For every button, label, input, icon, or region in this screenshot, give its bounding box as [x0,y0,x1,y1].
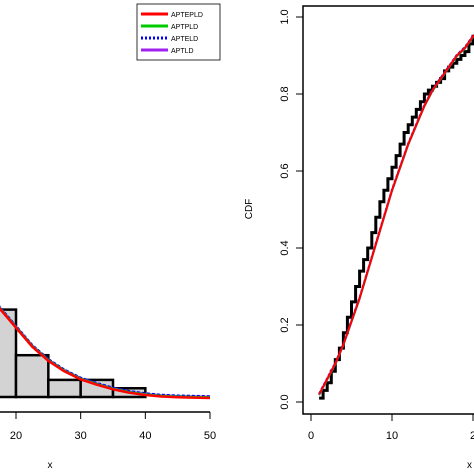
cdf-plot-frame [302,5,474,415]
x-axis-ticks: 0 10 2 [308,414,474,442]
x-tick-label: 40 [139,430,151,442]
y-tick-label: 0.4 [279,240,291,255]
legend-label-aptpld: APTPLD [171,24,198,31]
density-curves [0,305,211,400]
x-axis-title: x [48,460,53,471]
legend-label-aptld: APTLD [171,48,194,55]
x-tick-label: 2 [470,430,474,442]
x-tick-label: 50 [204,430,216,442]
cdf-curves [318,33,474,400]
y-axis-title: CDF [244,199,255,220]
x-axis-ticks: 20 30 40 50 [10,412,216,442]
y-axis-ticks: 0.0 0.2 0.4 0.6 0.8 1.0 [279,9,303,410]
x-tick-label: 10 [386,430,398,442]
cdf-line-aptepld [318,33,474,395]
legend-label-apteld: APTELD [171,36,198,43]
y-tick-label: 1.0 [279,9,291,24]
x-tick-label: 30 [75,430,87,442]
y-tick-label: 0.2 [279,317,291,332]
legend-label-aptepld: APTEPLD [171,12,203,19]
cdf-panel: 0.0 0.2 0.4 0.6 0.8 1.0 0 10 2 CDF x [244,5,474,471]
histogram-bar [14,353,50,399]
legend: APTEPLD APTPLD APTELD APTLD [136,3,221,61]
histogram-bar [0,308,18,399]
x-axis-title-right: x [467,460,472,471]
x-tick-label: 20 [10,430,22,442]
density-line-aptepld [0,306,211,400]
histogram-bar [47,378,82,399]
y-tick-label: 0.0 [279,394,291,409]
empirical-cdf-line [319,34,474,400]
histogram-panel: 20 30 40 50 x APTEPLD APTPLD APTELD APTLD [0,3,221,471]
x-tick-label: 0 [308,430,314,442]
y-tick-label: 0.6 [279,163,291,178]
y-tick-label: 0.8 [279,86,291,101]
